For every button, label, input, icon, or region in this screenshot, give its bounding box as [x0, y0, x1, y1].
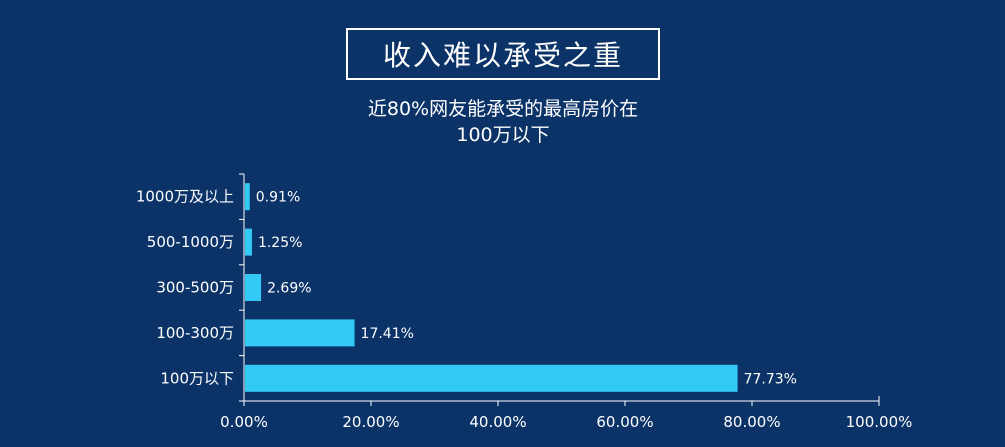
- chart-subtitle: 近80%网友能承受的最高房价在 100万以下: [300, 96, 706, 148]
- category-label: 500-1000万: [147, 233, 234, 251]
- bar: [245, 319, 355, 347]
- data-label: 17.41%: [361, 326, 414, 342]
- bar: [245, 364, 738, 392]
- chart-subtitle-line-2: 100万以下: [456, 124, 550, 146]
- bar: [245, 183, 250, 211]
- category-label: 100万以下: [160, 369, 234, 387]
- data-label: 1.25%: [258, 235, 302, 251]
- x-tick-label: 100.00%: [846, 413, 913, 431]
- category-label: 1000万及以上: [136, 188, 234, 206]
- x-tick-label: 40.00%: [469, 413, 526, 431]
- data-label: 0.91%: [256, 190, 300, 206]
- x-tick-label: 60.00%: [596, 413, 653, 431]
- bar: [245, 274, 262, 301]
- chart-title: 收入难以承受之重: [346, 28, 660, 80]
- category-label: 100-300万: [156, 324, 234, 342]
- x-tick-label: 0.00%: [220, 413, 268, 431]
- x-tick-label: 20.00%: [342, 413, 399, 431]
- data-label: 77.73%: [744, 371, 797, 387]
- x-tick-label: 80.00%: [723, 413, 780, 431]
- bar: [245, 228, 252, 256]
- chart-subtitle-line-1: 近80%网友能承受的最高房价在: [367, 98, 639, 120]
- category-label: 300-500万: [156, 279, 234, 297]
- data-label: 2.69%: [267, 281, 311, 297]
